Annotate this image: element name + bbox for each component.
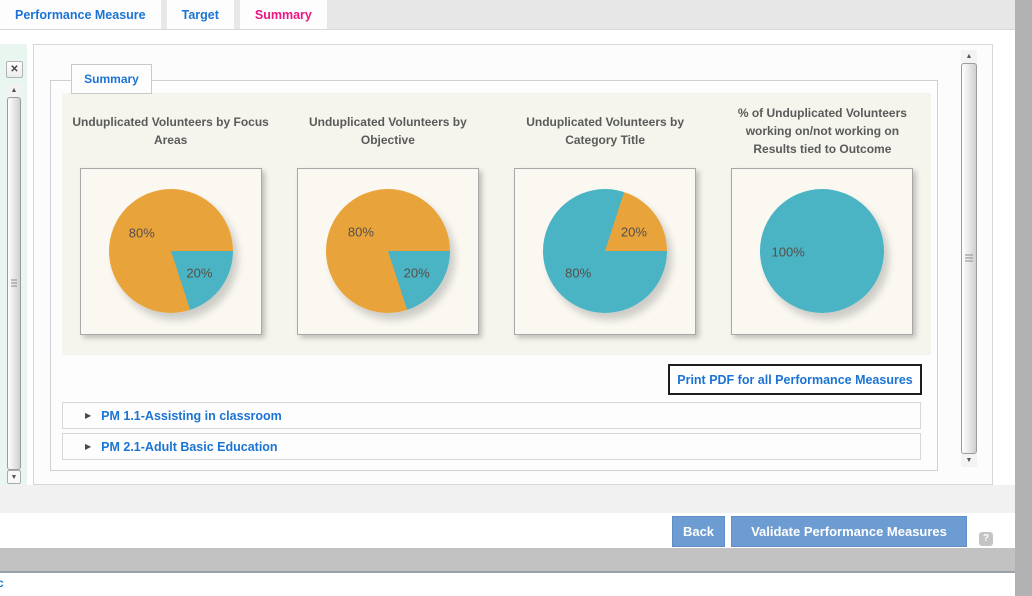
accordion-pm-2-1[interactable]: ▶ PM 2.1-Adult Basic Education (62, 433, 921, 460)
pie-chart-results-outcome: 100% (731, 168, 914, 335)
left-scrollbar[interactable]: ▲ ▼ (7, 84, 21, 484)
tab-target[interactable]: Target (166, 0, 234, 29)
lower-strip (0, 485, 1015, 513)
summary-tab[interactable]: Summary (71, 64, 152, 94)
pie-chart-focus-areas: 80% 20% (79, 168, 262, 335)
tab-performance-measure[interactable]: Performance Measure (0, 0, 161, 29)
pie-data-label: 80% (565, 265, 592, 281)
bottom-gray-bar (0, 548, 1015, 571)
chart-column-focus-areas: Unduplicated Volunteers by Focus Areas 8… (62, 93, 279, 355)
accordion-label: PM 2.1-Adult Basic Education (101, 439, 278, 454)
right-scrollbar-thumb[interactable] (961, 63, 977, 454)
pie-graphic (108, 189, 233, 313)
chart-column-category-title: Unduplicated Volunteers by Category Titl… (497, 93, 714, 355)
accordion-label: PM 1.1-Assisting in classroom (101, 408, 282, 423)
pie-data-label: 80% (128, 225, 155, 241)
charts-region: Unduplicated Volunteers by Focus Areas 8… (62, 93, 931, 355)
window-right-gutter (1015, 0, 1032, 596)
bottom-divider (0, 571, 1015, 573)
scroll-up-icon[interactable]: ▲ (965, 53, 973, 60)
scrollbar-grip-icon (11, 279, 17, 288)
close-icon[interactable]: ✕ (6, 61, 23, 78)
scroll-down-icon[interactable]: ▼ (965, 457, 973, 464)
scroll-down-icon[interactable]: ▼ (7, 470, 21, 484)
caret-right-icon: ▶ (85, 442, 92, 451)
chart-title: Unduplicated Volunteers by Objective (308, 115, 467, 147)
chart-column-results-outcome: % of Unduplicated Volunteers working on/… (714, 93, 931, 355)
pie-graphic (760, 189, 885, 313)
accordion-pm-1-1[interactable]: ▶ PM 1.1-Assisting in classroom (62, 402, 921, 429)
chart-title: % of Unduplicated Volunteers working on/… (737, 106, 907, 156)
validate-performance-measures-button[interactable]: Validate Performance Measures (731, 516, 967, 547)
pie-data-label: 20% (620, 224, 647, 240)
left-scrollbar-thumb[interactable] (7, 97, 21, 470)
pie-data-label: 80% (347, 224, 374, 240)
print-pdf-button[interactable]: Print PDF for all Performance Measures (668, 364, 922, 395)
right-scrollbar[interactable]: ▲ ▼ (961, 50, 977, 467)
chart-title: Unduplicated Volunteers by Category Titl… (526, 115, 685, 147)
back-button[interactable]: Back (672, 516, 725, 547)
scroll-up-icon[interactable]: ▲ (10, 87, 18, 94)
pie-chart-category-title: 20% 80% (514, 168, 697, 335)
pie-data-label: 20% (186, 265, 213, 281)
pie-graphic (543, 189, 668, 313)
pie-chart-objective: 80% 20% (296, 168, 479, 335)
pie-data-label: 20% (403, 265, 430, 281)
help-icon[interactable]: ? (979, 532, 993, 546)
chart-column-objective: Unduplicated Volunteers by Objective 80%… (279, 93, 496, 355)
pie-graphic (325, 189, 450, 313)
chart-title: Unduplicated Volunteers by Focus Areas (72, 115, 269, 147)
cutoff-link-fragment: c (0, 576, 4, 590)
top-tab-bar: Performance Measure Target Summary (0, 0, 1015, 30)
scrollbar-grip-icon (965, 254, 973, 263)
caret-right-icon: ▶ (85, 411, 92, 420)
pie-data-label: 100% (771, 244, 805, 259)
tab-summary[interactable]: Summary (239, 0, 327, 29)
